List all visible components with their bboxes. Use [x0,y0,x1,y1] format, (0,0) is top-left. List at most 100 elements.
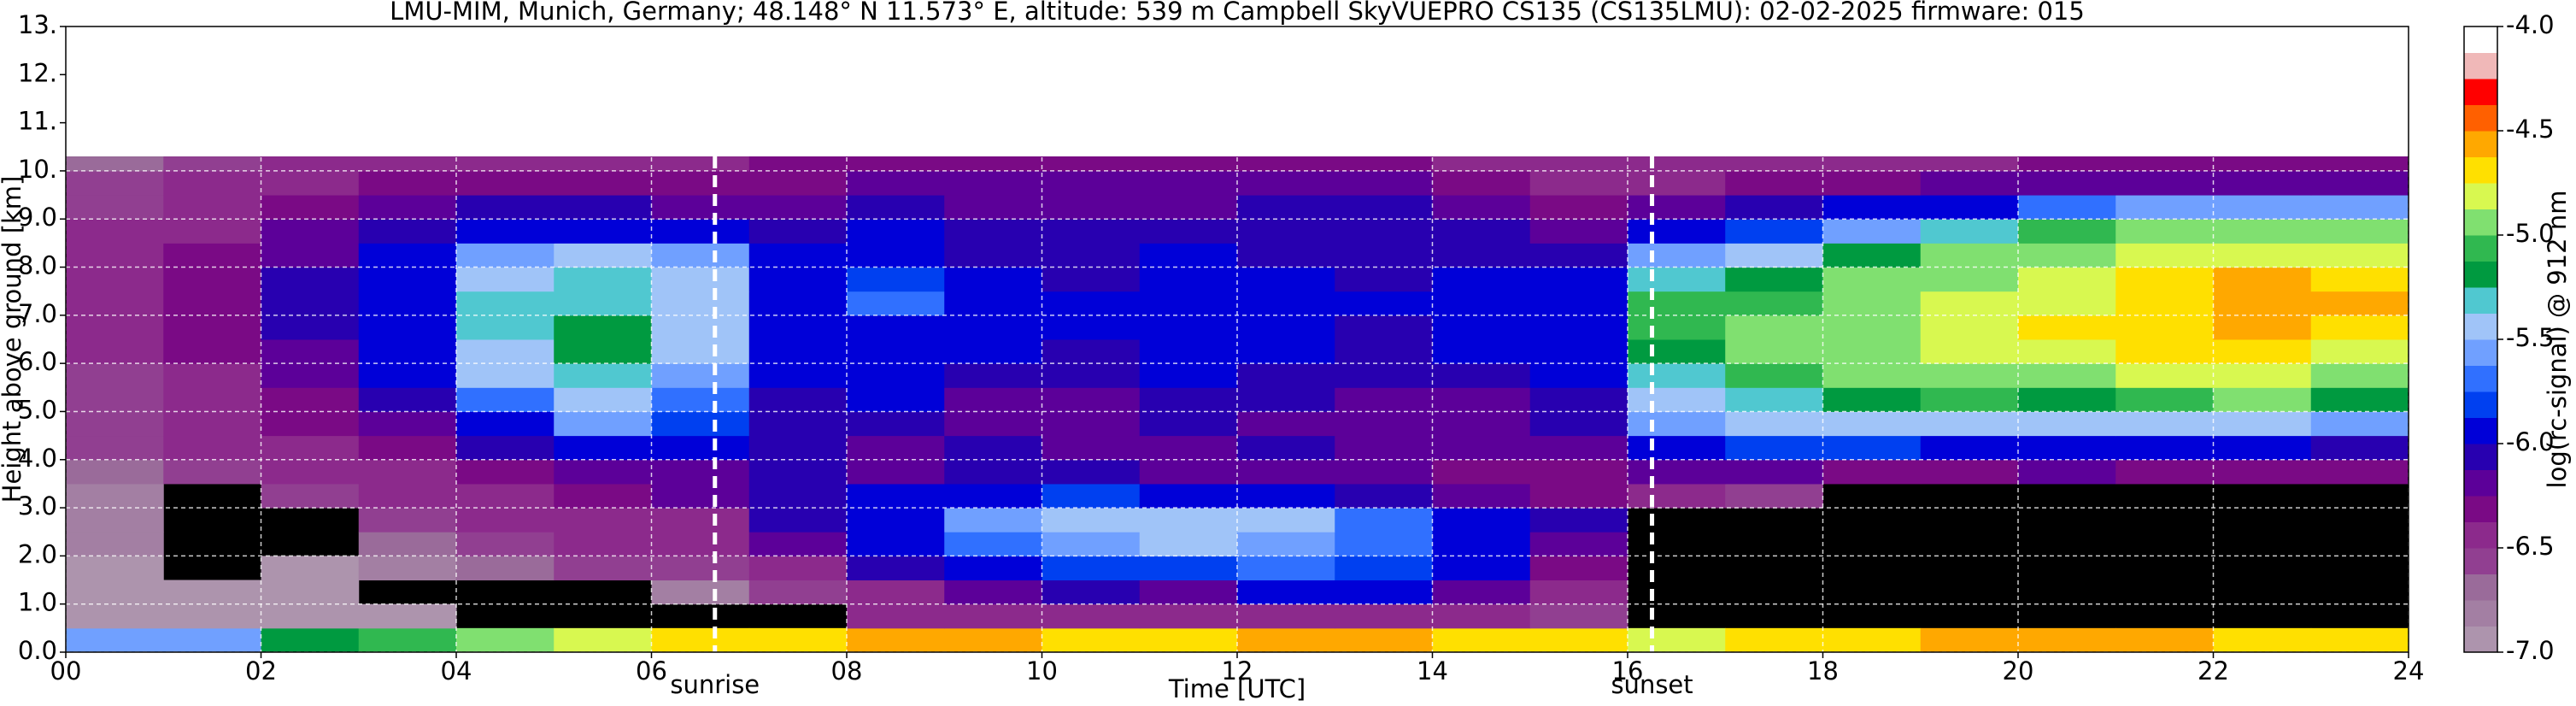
heatmap-cell [163,387,261,412]
heatmap-cell [554,291,652,316]
heatmap-cell [1920,459,2019,485]
heatmap-cell [1628,315,1726,340]
heatmap-cell [261,156,360,172]
heatmap-cell [261,170,360,196]
heatmap-cell [1529,627,1628,653]
heatmap-cell [651,267,750,292]
heatmap-cell [1042,219,1141,244]
heatmap-cell [2213,170,2312,196]
x-tick-label: 02 [245,656,277,685]
heatmap-cell [2310,339,2409,364]
heatmap-cell [2115,195,2214,220]
heatmap-cell [2018,435,2116,461]
heatmap-cell [1725,483,1823,509]
heatmap-cell [651,315,750,340]
colorbar-band [2464,521,2497,549]
heatmap-cell [748,315,848,340]
heatmap-cell [1432,170,1531,196]
heatmap-cell [847,243,945,268]
heatmap-cell [1139,411,1238,437]
heatmap-cell [651,483,750,509]
colorbar-tick-label: -4.5 [2506,115,2555,144]
heatmap-cell [554,195,652,220]
heatmap-cell [1628,170,1726,196]
heatmap-cell [456,219,555,244]
heatmap-cell [261,387,360,412]
colorbar-tick-label: -7.0 [2506,636,2555,665]
heatmap-cell [1920,219,2019,244]
heatmap-cell [66,532,164,556]
heatmap-cell [1529,363,1628,388]
heatmap-cell [1042,556,1141,581]
heatmap-cell [1042,315,1141,340]
heatmap-cell [748,508,848,532]
heatmap-cell [163,339,261,364]
heatmap-cell [2115,170,2214,196]
heatmap-cell [1335,243,1433,268]
heatmap-cell [2115,459,2214,485]
colorbar-band [2464,131,2497,157]
heatmap-cell [554,532,652,556]
heatmap-cell [554,508,652,532]
heatmap-cell [1042,627,1141,653]
heatmap-cell [1335,315,1433,340]
heatmap-cell [1139,532,1238,556]
colorbar-band [2464,626,2497,653]
heatmap-cell [2018,156,2116,172]
heatmap-cell [1529,156,1628,172]
heatmap-cell [1529,435,1628,461]
heatmap-cell [2115,156,2214,172]
heatmap-cell [1432,267,1531,292]
heatmap-cell [651,363,750,388]
heatmap-cell [163,459,261,485]
heatmap-cell [1139,435,1238,461]
heatmap-cell [1237,387,1335,412]
y-tick-label: 7.0 [18,299,57,328]
heatmap-cell [358,603,457,629]
heatmap-cell [1335,291,1433,316]
heatmap-cell [944,483,1042,509]
heatmap-cell [651,459,750,485]
heatmap-cell [1920,156,2019,172]
heatmap-cell [1432,459,1531,485]
heatmap-cell [748,267,848,292]
colorbar-band [2464,391,2497,418]
heatmap-cell [1432,483,1531,509]
colorbar-band [2464,235,2497,262]
heatmap-cell [1920,291,2019,316]
heatmap-cell [2213,387,2312,412]
heatmap-cell [1335,411,1433,437]
heatmap-cell [1432,195,1531,220]
heatmap-cell [66,195,164,220]
heatmap-cell [944,363,1042,388]
heatmap-cell [2310,267,2409,292]
x-axis-label: Time [UTC] [1168,674,1306,703]
heatmap-cell [1628,339,1726,364]
heatmap-cell [1628,267,1726,292]
heatmap-cell [1237,508,1335,532]
heatmap-cell [1335,532,1433,556]
heatmap-cell [847,532,945,556]
heatmap-cell [554,387,652,412]
heatmap-cell [1432,315,1531,340]
heatmap-cell [847,156,945,172]
heatmap-cell [1042,459,1141,485]
heatmap-cell [2018,387,2116,412]
heatmap-cell [1822,243,1922,268]
heatmap-cell [261,556,360,581]
heatmap-cell [358,170,457,196]
heatmap-cell [456,195,555,220]
heatmap-cell [456,363,555,388]
heatmap-cell [66,387,164,412]
heatmap-cell [261,195,360,220]
heatmap-cell [1529,580,1628,605]
heatmap-cell [456,483,555,509]
heatmap-cell [847,267,945,292]
heatmap-cell [748,195,848,220]
colorbar-band [2464,600,2497,627]
heatmap-cell [358,243,457,268]
heatmap-cell [456,532,555,556]
y-tick-label: 8.0 [18,251,57,280]
heatmap-cell [66,219,164,244]
heatmap-cell [1237,532,1335,556]
